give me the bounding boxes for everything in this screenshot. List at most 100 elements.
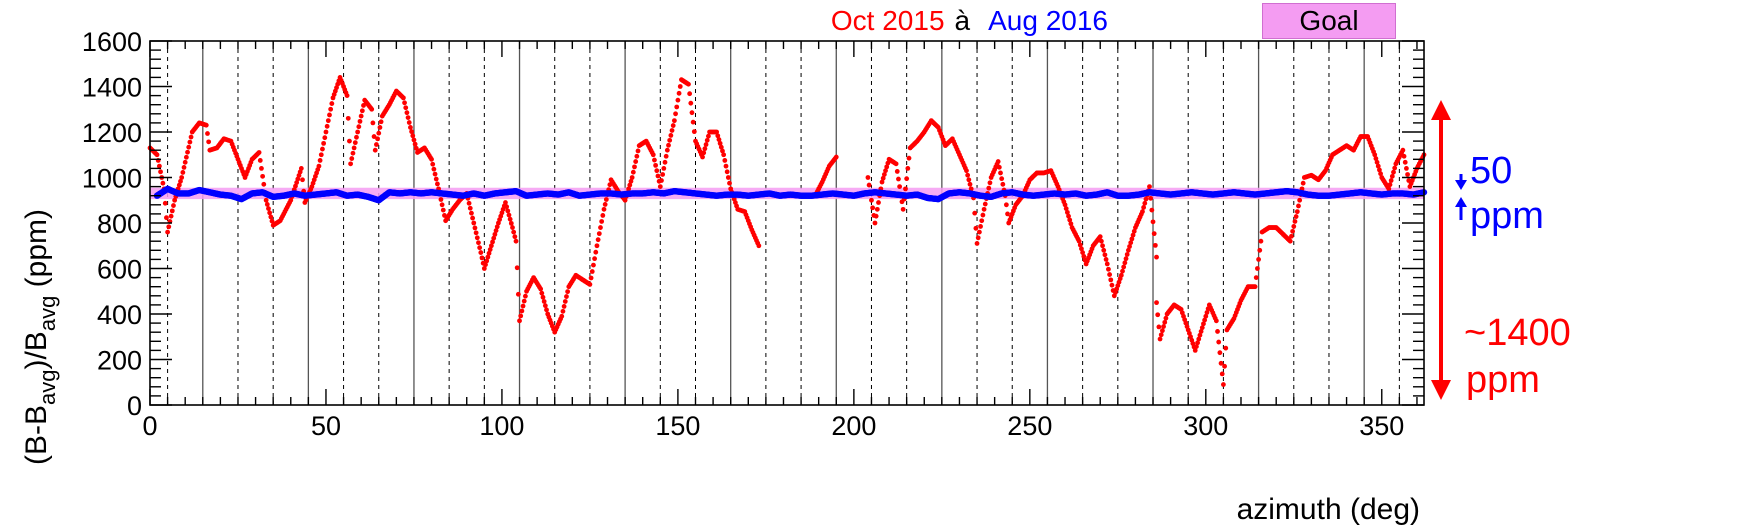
data-point [714, 129, 720, 135]
data-point [562, 299, 568, 304]
x-tick-label: 350 [1359, 411, 1404, 441]
data-point [371, 134, 377, 139]
data-point [317, 158, 323, 163]
data-point [440, 207, 446, 213]
data-point [345, 115, 351, 121]
y-axis-title-sub2: avg [35, 296, 60, 331]
x-tick-label: 150 [655, 411, 700, 441]
y-tick-label: 1600 [82, 27, 142, 57]
data-point [1118, 272, 1124, 278]
data-point [510, 225, 515, 230]
data-point [1129, 236, 1135, 242]
data-point [164, 215, 169, 221]
data-point [667, 137, 673, 143]
data-point [982, 201, 988, 207]
data-point [172, 197, 178, 203]
data-point [1252, 284, 1258, 290]
data-point [1215, 329, 1220, 334]
x-axis-title: azimuth (deg) [1237, 493, 1420, 526]
data-point [893, 161, 899, 167]
data-point [1108, 277, 1114, 283]
data-point [264, 202, 270, 207]
data-point [542, 303, 548, 309]
data-point [702, 146, 708, 152]
data-point [967, 181, 973, 187]
data-point [490, 239, 495, 245]
data-point [492, 231, 498, 237]
data-point [655, 173, 661, 179]
data-point [350, 150, 356, 156]
data-point [1106, 266, 1111, 272]
data-point [541, 299, 547, 304]
data-point [884, 164, 890, 170]
data-point [1098, 238, 1104, 244]
data-point [1300, 180, 1306, 186]
data-point [477, 245, 483, 251]
data-point [874, 206, 880, 212]
data-point [1102, 252, 1108, 258]
series-aug-2016 [153, 185, 1428, 204]
data-point [430, 161, 436, 167]
data-point [156, 163, 162, 169]
data-point [592, 256, 598, 262]
data-point [600, 213, 606, 218]
data-point [1387, 182, 1393, 188]
data-point [268, 214, 274, 220]
data-point [1154, 254, 1159, 260]
data-point [1195, 340, 1200, 346]
data-point [979, 218, 985, 224]
data-point [406, 120, 412, 125]
y-axis-title-part3: (ppm) [20, 209, 53, 296]
data-point [344, 93, 350, 98]
data-point [355, 129, 361, 135]
data-point [1373, 156, 1379, 161]
data-point [507, 216, 513, 222]
range-arrows [1431, 100, 1467, 400]
x-tick-label: 200 [831, 411, 876, 441]
data-point [544, 307, 549, 313]
data-point [905, 166, 911, 171]
data-point [671, 118, 677, 124]
data-point [627, 182, 633, 188]
data-point [1097, 234, 1103, 240]
data-point [704, 137, 710, 143]
data-point [352, 140, 358, 146]
data-point [986, 185, 992, 191]
data-point [515, 291, 521, 297]
data-point [328, 106, 334, 112]
data-point [205, 131, 210, 136]
data-point [411, 137, 417, 143]
data-point [1405, 172, 1410, 177]
data-point [722, 158, 728, 163]
data-point [185, 149, 190, 155]
data-point [1101, 247, 1107, 253]
data-point [256, 150, 262, 155]
data-point [359, 108, 365, 114]
y-tick-label: 400 [97, 300, 142, 330]
data-point [727, 180, 732, 186]
y-tick-label: 200 [97, 346, 142, 376]
axis-tick-labels: 0 50 100 150 200 250 300 350 0 200 400 600 800 1000 12… [82, 27, 1404, 441]
y-axis-title: (B-Bavg)/Bavg (ppm) [20, 209, 60, 465]
data-point [413, 145, 419, 151]
data-point [873, 213, 879, 219]
data-point [661, 166, 667, 171]
data-point [1296, 203, 1301, 209]
data-point [703, 142, 709, 147]
data-point [257, 158, 263, 163]
data-point [356, 124, 362, 130]
data-point [504, 204, 510, 210]
data-point [564, 294, 569, 299]
data-point [980, 212, 986, 218]
data-point [865, 175, 871, 180]
data-point [1141, 205, 1147, 210]
x-tick-label: 50 [311, 411, 341, 441]
data-point [903, 186, 908, 192]
data-point [1104, 261, 1110, 267]
data-point [180, 170, 186, 175]
data-point [1100, 243, 1105, 249]
blue-arrow-up-head [1455, 197, 1467, 207]
data-point [968, 186, 974, 192]
data-point [178, 178, 183, 184]
data-point [1223, 345, 1229, 351]
